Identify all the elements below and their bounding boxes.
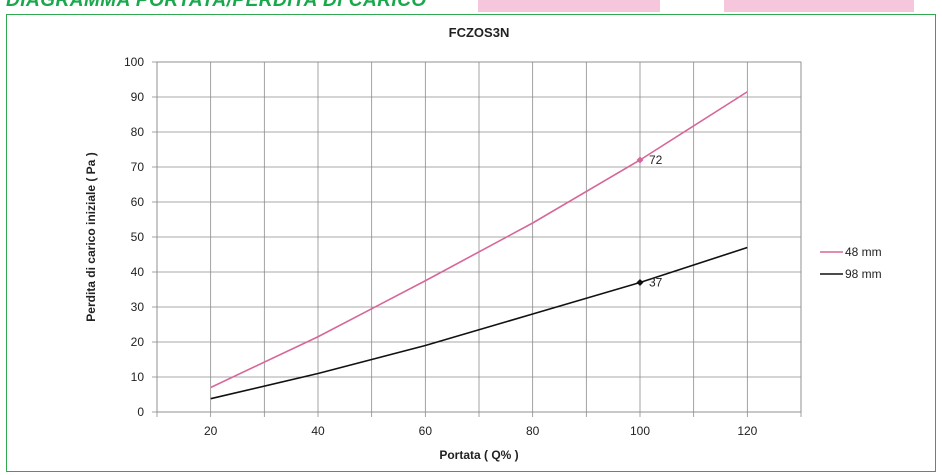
- chart-frame: [6, 14, 936, 472]
- axes: 0 10 20 30 40 50 60 70 80 90 100 20 40 60 80 100 120: [124, 55, 802, 438]
- plot-area: [156, 61, 802, 413]
- pink-tab-2: [724, 0, 914, 12]
- y-axis-label: Perdita di carico iniziale ( Pa ): [84, 152, 98, 321]
- legend: 48 mm 98 mm: [820, 245, 882, 281]
- chart-title: FCZOS3N: [449, 25, 510, 40]
- y-tick-label: 30: [131, 300, 145, 314]
- x-tick-label: 80: [526, 424, 540, 438]
- series-layer: 72 37: [210, 91, 748, 400]
- x-tick-label: 20: [204, 424, 218, 438]
- y-tick-label: 50: [131, 230, 145, 244]
- legend-entry-1: 48 mm: [845, 245, 882, 259]
- series-marker-2: [636, 279, 644, 286]
- data-label-1: 72: [649, 153, 663, 167]
- y-tick-label: 60: [131, 195, 145, 209]
- y-tick-label: 80: [131, 125, 145, 139]
- series-line-1: [210, 91, 748, 389]
- y-tick-label: 10: [131, 370, 145, 384]
- y-tick-label: 100: [124, 55, 144, 69]
- x-tick-label: 100: [630, 424, 650, 438]
- data-label-2: 37: [649, 276, 663, 290]
- legend-entry-2: 98 mm: [845, 267, 882, 281]
- y-tick-label: 70: [131, 160, 145, 174]
- page-title: DIAGRAMMA PORTATA/PERDITA DI CARICO: [6, 0, 427, 11]
- x-axis-label: Portata ( Q% ): [439, 448, 518, 462]
- x-tick-label: 60: [419, 424, 433, 438]
- y-tick-label: 20: [131, 335, 145, 349]
- y-tick-label: 40: [131, 265, 145, 279]
- x-tick-label: 120: [737, 424, 757, 438]
- y-tick-label: 90: [131, 90, 145, 104]
- x-tick-label: 40: [311, 424, 325, 438]
- series-marker-1: [636, 156, 644, 164]
- y-tick-label: 0: [137, 405, 144, 419]
- header-strip: DIAGRAMMA PORTATA/PERDITA DI CARICO: [0, 0, 942, 14]
- grid: [156, 61, 802, 413]
- series-line-2: [210, 246, 748, 400]
- pink-tab-1: [478, 0, 660, 12]
